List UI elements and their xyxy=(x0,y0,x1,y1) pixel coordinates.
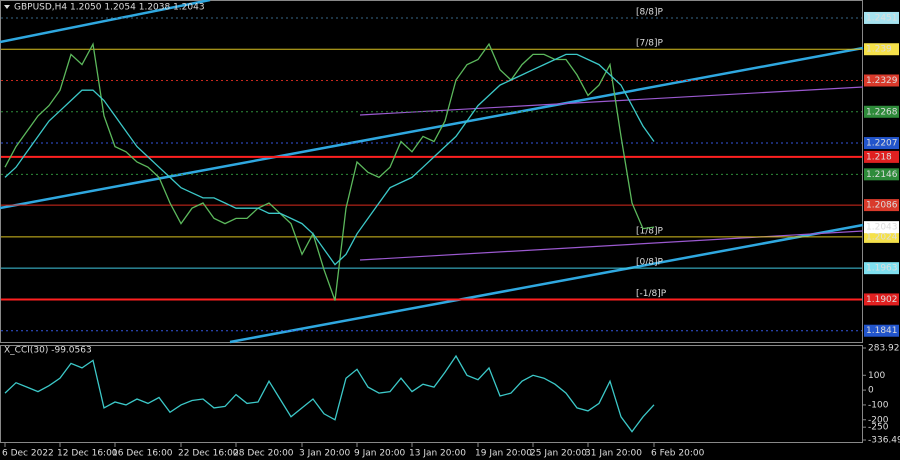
price-label-box xyxy=(864,230,899,243)
price-label-box xyxy=(864,105,899,118)
price-label-box xyxy=(864,43,899,56)
x-tick-label: 6 Dec 2022 xyxy=(2,449,54,459)
price-panel xyxy=(0,0,863,343)
y-tick-label: 0 xyxy=(868,386,874,396)
price-label: 1.2207 xyxy=(866,139,898,149)
last-price-label: 1.2043 xyxy=(866,223,898,233)
murray-label: [-1/8]P xyxy=(636,289,667,299)
trend-line xyxy=(0,46,864,210)
x-tick-label: 22 Dec 16:00 xyxy=(178,449,239,459)
murray-label: [8/8]P xyxy=(636,7,664,17)
price-label: 1.218 xyxy=(866,152,892,162)
indicator-title: X_CCI(30) -99.0563 xyxy=(4,346,92,356)
x-tick-label: 6 Feb 20:00 xyxy=(651,449,705,459)
price-label: 1.2329 xyxy=(866,76,898,86)
price-label-box xyxy=(864,168,899,181)
dropdown-icon[interactable] xyxy=(4,5,10,9)
price-label: 1.239 xyxy=(866,45,892,55)
price-label-box xyxy=(864,262,899,275)
x-tick-label: 19 Jan 20:00 xyxy=(475,449,532,459)
murray-label: [7/8]P xyxy=(636,39,664,49)
x-tick-label: 28 Dec 20:00 xyxy=(233,449,294,459)
y-tick-label: -200 xyxy=(868,415,889,425)
cci-panel xyxy=(0,345,863,443)
x-tick-label: 12 Dec 16:00 xyxy=(57,449,118,459)
y-tick-label: -250 xyxy=(868,423,889,433)
price-label: 1.2146 xyxy=(866,170,898,180)
trend-line xyxy=(0,0,211,44)
price-label: 1.2451 xyxy=(866,13,898,23)
price-label: 1.2024 xyxy=(866,232,898,242)
channel-line xyxy=(359,86,864,116)
y-tick-label: 283.9211 xyxy=(868,344,900,354)
x-tick-label: 31 Jan 20:00 xyxy=(585,449,642,459)
series-line xyxy=(4,53,655,266)
series-line xyxy=(4,42,655,301)
price-label: 1.1963 xyxy=(866,264,898,274)
y-tick-label: -336.4986 xyxy=(868,436,900,446)
murray-label: [0/8]P xyxy=(636,258,664,268)
x-tick-label: 16 Dec 16:00 xyxy=(112,449,173,459)
price-label: 1.2268 xyxy=(866,107,898,117)
x-tick-label: 25 Jan 20:00 xyxy=(530,449,587,459)
x-tick-label: 9 Jan 20:00 xyxy=(354,449,406,459)
channel-line xyxy=(359,230,864,261)
price-label: 1.1902 xyxy=(866,295,898,305)
y-tick-label: -100 xyxy=(868,400,889,410)
y-tick-label: 100 xyxy=(868,371,885,381)
x-tick-label: 3 Jan 20:00 xyxy=(299,449,351,459)
murray-label: [1/8]P xyxy=(636,226,664,236)
price-label-box xyxy=(864,74,899,87)
price-label-box xyxy=(864,293,899,306)
price-label-box xyxy=(864,199,899,212)
price-label-box xyxy=(864,150,899,163)
price-label-box xyxy=(864,11,899,24)
x-tick-label: 13 Jan 20:00 xyxy=(409,449,466,459)
price-label: 1.1841 xyxy=(866,326,898,336)
series-line xyxy=(4,354,655,433)
price-label-box xyxy=(864,137,899,150)
price-label: 1.2086 xyxy=(866,201,898,211)
chart-title: GBPUSD,H4 1.2050 1.2054 1.2038 1.2043 xyxy=(14,3,205,13)
price-label-box xyxy=(864,324,899,337)
trend-line xyxy=(229,223,864,344)
last-price-box xyxy=(864,221,899,234)
